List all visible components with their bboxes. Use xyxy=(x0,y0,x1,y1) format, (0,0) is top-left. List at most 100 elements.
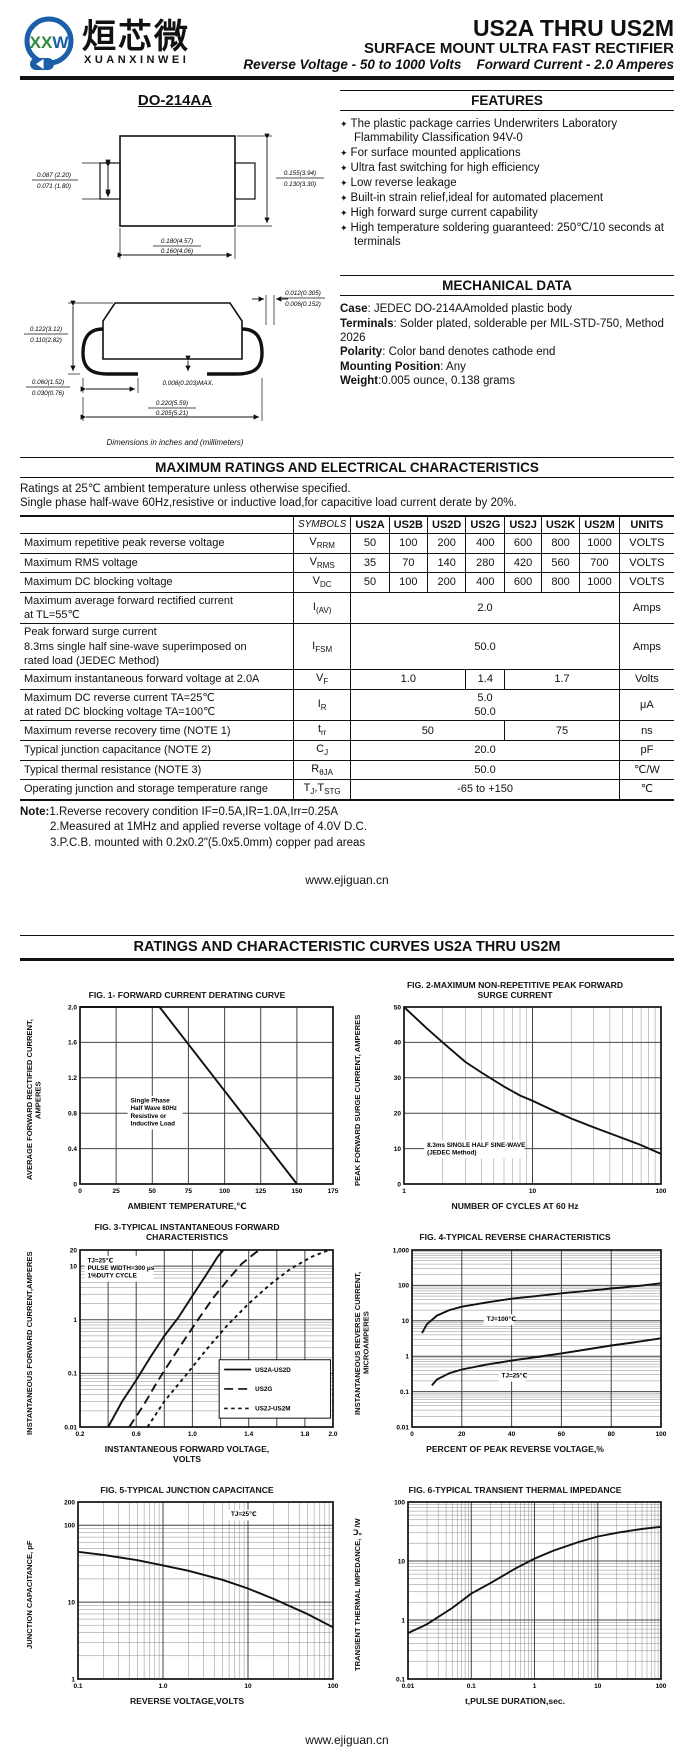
table-row: Maximum RMS voltage VRMS 35 70 140 280 420 56… xyxy=(20,552,674,574)
fig5-y-axis-label: JUNCTION CAPACITANCE, pF xyxy=(25,1540,34,1650)
svg-text:TJ=100℃: TJ=100℃ xyxy=(487,1315,517,1322)
svg-text:10: 10 xyxy=(394,1146,402,1153)
svg-text:125: 125 xyxy=(255,1188,266,1195)
svg-text:20: 20 xyxy=(70,1247,78,1254)
ratings-heading: MAXIMUM RATINGS AND ELECTRICAL CHARACTER… xyxy=(20,457,674,478)
svg-text:US2G: US2G xyxy=(255,1386,272,1393)
fig5-typical-junction-capacitance: FIG. 5-TYPICAL JUNCTION CAPACITANCE JUNC… xyxy=(25,1474,348,1706)
svg-text:100: 100 xyxy=(328,1683,339,1690)
svg-text:200: 200 xyxy=(64,1500,75,1507)
package-side-view-drawing: 0.012(0.305) 0.006(0.152) 0.122(3.12) 0.… xyxy=(24,290,325,421)
svg-text:10: 10 xyxy=(529,1188,537,1195)
svg-text:Single Phase: Single Phase xyxy=(131,1098,171,1105)
svg-text:0.8: 0.8 xyxy=(68,1111,77,1118)
svg-text:PULSE WIDTH=300 μs: PULSE WIDTH=300 μs xyxy=(88,1265,155,1272)
svg-text:10: 10 xyxy=(594,1683,602,1690)
svg-text:8.3ms SINGLE HALF SINE-WAVE: 8.3ms SINGLE HALF SINE-WAVE xyxy=(427,1142,525,1149)
svg-text:100: 100 xyxy=(656,1683,667,1690)
col-us2d: US2D xyxy=(426,514,467,535)
col-units: UNITS xyxy=(618,514,674,535)
table-row: Maximum reverse recovery time (NOTE 1) t… xyxy=(20,720,674,742)
svg-text:0.130(3.30): 0.130(3.30) xyxy=(284,181,316,188)
svg-text:0: 0 xyxy=(73,1182,77,1189)
part-number-range: US2A THRU US2M xyxy=(472,14,674,41)
fig2-peak-forward-surge-current: FIG. 2-MAXIMUM NON-REPETITIVE PEAK FORWA… xyxy=(353,979,676,1212)
svg-text:0.2: 0.2 xyxy=(75,1431,84,1438)
svg-text:150: 150 xyxy=(291,1188,302,1195)
mech-mounting: Mounting Position: Any xyxy=(340,360,466,373)
svg-text:10: 10 xyxy=(402,1318,410,1325)
table-row: Operating junction and storage temperatu… xyxy=(20,779,674,801)
svg-text:0.1: 0.1 xyxy=(396,1677,405,1684)
fig3-x-axis-label: INSTANTANEOUS FORWARD VOLTAGE, VOLTS xyxy=(104,1443,270,1464)
bullet-icon: ✦ xyxy=(340,119,348,129)
package-top-view-drawing: 0.087 (2.20) 0.071 (1.80) 0.155(3.94) 0.… xyxy=(32,133,324,259)
svg-text:0.205(5.21): 0.205(5.21) xyxy=(156,410,188,417)
fig1-y-axis-label: AVERAGE FORWARD RECTIFIED CURRENT, AMPER… xyxy=(25,1019,43,1181)
svg-text:0.030(0.76): 0.030(0.76) xyxy=(32,390,64,397)
svg-text:0.071 (1.80): 0.071 (1.80) xyxy=(37,183,71,190)
svg-text:50: 50 xyxy=(149,1188,157,1195)
svg-text:0.110(2.82): 0.110(2.82) xyxy=(30,337,62,344)
bullet-icon: ✦ xyxy=(340,193,348,204)
col-symbols: SYMBOLS xyxy=(292,514,352,535)
svg-text:0.1: 0.1 xyxy=(400,1389,409,1396)
feature-item: ✦ The plastic package carries Underwriter… xyxy=(340,118,618,145)
col-us2a: US2A xyxy=(350,514,390,535)
website-link-footer[interactable]: www.ejiguan.cn xyxy=(305,1732,389,1747)
fig3-chart: 0.2 0.6 1.0 1.4 1.8 2.0 20 10 1 0.1 0.01 TJ=25℃PULS… xyxy=(64,1247,338,1438)
svg-text:1,000: 1,000 xyxy=(393,1247,410,1254)
svg-text:1.6: 1.6 xyxy=(68,1040,77,1047)
svg-text:US2J-US2M: US2J-US2M xyxy=(255,1405,290,1412)
svg-text:TJ=25℃: TJ=25℃ xyxy=(502,1372,528,1379)
svg-text:0: 0 xyxy=(78,1188,82,1195)
characteristic-curves: FIG. 1- FORWARD CURRENT DERATING CURVE A… xyxy=(20,979,676,1707)
brand-chinese-name: 烜芯微 xyxy=(82,18,190,56)
svg-text:1: 1 xyxy=(71,1677,75,1684)
svg-text:175: 175 xyxy=(328,1188,339,1195)
mechanical-data-heading: MECHANICAL DATA xyxy=(340,275,674,297)
table-notes: Note:1.Reverse recovery condition IF=0.5… xyxy=(20,805,368,849)
bullet-icon: ✦ xyxy=(340,208,348,219)
svg-text:US2A-US2D: US2A-US2D xyxy=(255,1366,291,1373)
svg-text:1.0: 1.0 xyxy=(158,1683,167,1690)
svg-text:40: 40 xyxy=(508,1431,516,1438)
col-us2b: US2B xyxy=(388,514,429,535)
svg-text:1: 1 xyxy=(401,1618,405,1625)
svg-text:0.160(4.06): 0.160(4.06) xyxy=(161,248,193,255)
table-header-row: SYMBOLS US2A US2B US2D US2G US2J US2K US… xyxy=(20,514,674,535)
svg-text:0.01: 0.01 xyxy=(402,1683,415,1690)
curves-banner: RATINGS AND CHARACTERISTIC CURVES US2A T… xyxy=(20,935,674,962)
svg-text:0.1: 0.1 xyxy=(73,1683,82,1690)
svg-text:0.122(3.12): 0.122(3.12) xyxy=(30,326,62,333)
fig6-typical-transient-thermal-impedance: FIG. 6-TYPICAL TRANSIENT THERMAL IMPEDAN… xyxy=(353,1474,676,1706)
header: XXW 烜芯微 XUANXINWEI US2A THRU US2M SURFAC… xyxy=(20,14,674,80)
svg-text:0.6: 0.6 xyxy=(132,1431,141,1438)
table-row: Maximum repetitive peak reverse voltage … xyxy=(20,533,674,554)
svg-text:0: 0 xyxy=(410,1431,414,1438)
fig1-forward-current-derating: FIG. 1- FORWARD CURRENT DERATING CURVE A… xyxy=(25,979,348,1211)
svg-text:1.0: 1.0 xyxy=(188,1431,197,1438)
svg-text:1: 1 xyxy=(402,1188,406,1195)
website-link[interactable]: www.ejiguan.cn xyxy=(305,873,389,888)
logo-icon: XXW xyxy=(24,16,74,70)
col-us2m: US2M xyxy=(579,514,620,535)
svg-text:10: 10 xyxy=(244,1683,252,1690)
svg-text:1: 1 xyxy=(533,1683,537,1690)
bullet-icon: ✦ xyxy=(340,178,348,189)
mech-case: Case: JEDEC DO-214AAmolded plastic body xyxy=(340,303,573,316)
svg-text:Half Wave 60Hz: Half Wave 60Hz xyxy=(131,1105,177,1112)
device-description: SURFACE MOUNT ULTRA FAST RECTIFIER xyxy=(364,40,674,57)
package-drawing-section: DO-214AA 0.087 (2.20) 0.071 (1.80) xyxy=(20,88,330,447)
svg-text:0: 0 xyxy=(397,1182,401,1189)
svg-text:0.01: 0.01 xyxy=(396,1424,409,1431)
feature-item: ✦ High forward surge current capability xyxy=(340,207,538,220)
table-row: Typical thermal resistance (NOTE 3) RθJA… xyxy=(20,759,674,781)
svg-text:0.01: 0.01 xyxy=(64,1424,77,1431)
feature-item: ✦ Ultra fast switching for high efficienc… xyxy=(340,162,540,175)
mech-polarity: Polarity: Color band denotes cathode end xyxy=(340,346,556,359)
svg-text:100: 100 xyxy=(656,1431,667,1438)
svg-text:0.006(0.152): 0.006(0.152) xyxy=(285,301,321,308)
svg-text:0.180(4.57): 0.180(4.57) xyxy=(161,238,193,245)
table-row: Typical junction capacitance (NOTE 2) CJ… xyxy=(20,740,674,761)
